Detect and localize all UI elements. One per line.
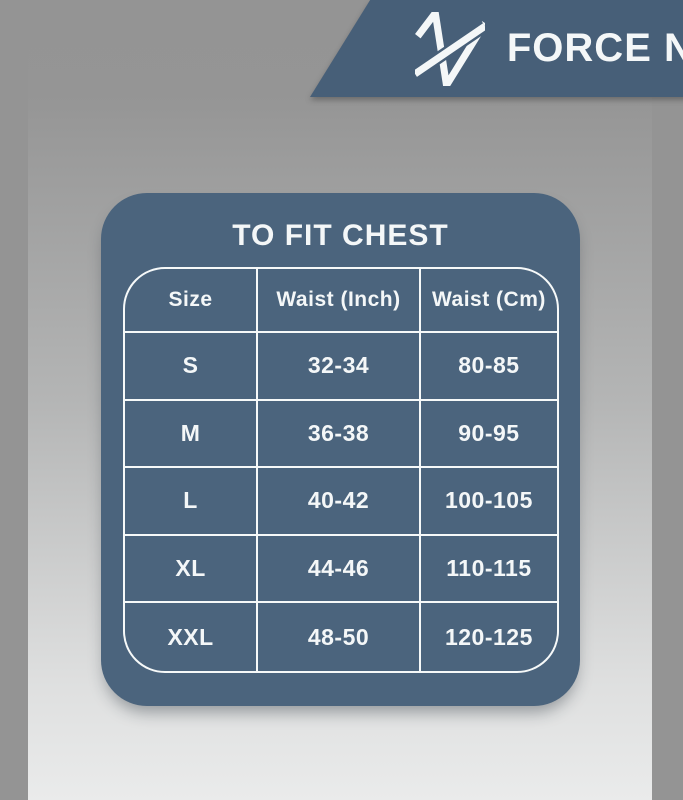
waist-cm-cell: 110-115: [420, 536, 557, 604]
force-nxt-logo-icon: [414, 11, 485, 86]
size-cell: XXL: [125, 603, 259, 671]
brand-banner: FORCE NXT ®: [155, 0, 683, 97]
size-cell: L: [125, 468, 259, 536]
waist-inch-cell: 48-50: [258, 603, 421, 671]
size-cell: XL: [125, 535, 259, 604]
waist-inch-cell: 32-34: [258, 333, 421, 401]
size-table: Size Waist (Inch) Waist (Cm) S 32-34 80-…: [123, 267, 559, 673]
size-chart-panel: TO FIT CHEST Size Waist (Inch) Waist (Cm…: [101, 193, 580, 706]
column-header-waist-inch: Waist (Inch): [258, 269, 421, 333]
waist-cm-cell: 80-85: [420, 333, 557, 401]
size-cell: S: [125, 333, 259, 401]
waist-cm-cell: 120-125: [444, 623, 533, 650]
waist-inch-cell: 40-42: [258, 468, 421, 536]
column-header-size: Size: [125, 269, 259, 333]
size-cell: M: [125, 400, 259, 469]
waist-inch-cell: 36-38: [258, 400, 421, 469]
waist-cm-cell: 90-95: [420, 401, 557, 469]
brand-lockup: FORCE NXT ®: [310, 0, 683, 97]
brand-name: FORCE NXT: [506, 26, 683, 70]
column-header-waist-cm: Waist (Cm): [420, 269, 557, 333]
waist-cm-cell: 100-105: [420, 468, 557, 536]
brand-banner-shape: FORCE NXT ®: [310, 0, 683, 97]
waist-inch-cell: 44-46: [258, 535, 421, 604]
panel-title: TO FIT CHEST: [232, 219, 449, 252]
